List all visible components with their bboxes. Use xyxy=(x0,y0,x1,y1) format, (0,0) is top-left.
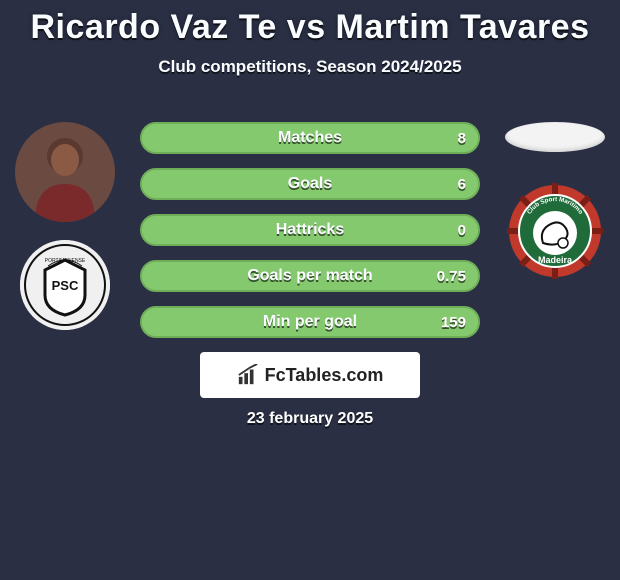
brand-text: FcTables.com xyxy=(265,365,384,386)
club-badge-icon: PSC Portimonense xyxy=(20,240,110,330)
stat-value-right: 0 xyxy=(458,222,466,239)
date-label: 23 february 2025 xyxy=(0,410,620,428)
stat-value-right: 8 xyxy=(458,130,466,147)
person-icon xyxy=(15,122,115,222)
subtitle: Club competitions, Season 2024/2025 xyxy=(0,57,620,77)
stat-label: Hattricks xyxy=(142,221,478,239)
club-right-text: Madeira xyxy=(538,255,573,265)
club-left-name: Portimonense xyxy=(45,258,86,264)
brand-badge[interactable]: FcTables.com xyxy=(200,352,420,398)
stat-value-right: 159 xyxy=(441,314,466,331)
stat-label: Min per goal xyxy=(142,313,478,331)
stat-value-right: 6 xyxy=(458,176,466,193)
stat-row: Hattricks0 xyxy=(140,214,480,246)
player-right-club-badge: Club Sport Maritimo Madeira xyxy=(505,182,605,292)
stat-label: Goals xyxy=(142,175,478,193)
stat-label: Goals per match xyxy=(142,267,478,285)
player-left-club-badge: PSC Portimonense xyxy=(20,240,110,330)
stat-label: Matches xyxy=(142,129,478,147)
svg-text:PSC: PSC xyxy=(52,278,79,293)
player-left-avatar xyxy=(15,122,115,222)
player-left-column: PSC Portimonense xyxy=(10,122,120,330)
stat-row: Min per goal159 xyxy=(140,306,480,338)
page-title: Ricardo Vaz Te vs Martim Tavares xyxy=(0,0,620,47)
stat-value-right: 0.75 xyxy=(437,268,466,285)
stat-row: Matches8 xyxy=(140,122,480,154)
player-right-avatar xyxy=(505,122,605,152)
chart-icon xyxy=(237,364,259,386)
player-right-column: Club Sport Maritimo Madeira xyxy=(500,122,610,292)
club-badge-icon: Club Sport Maritimo Madeira xyxy=(505,181,605,293)
stat-row: Goals per match0.75 xyxy=(140,260,480,292)
stat-row: Goals6 xyxy=(140,168,480,200)
stats-list: Matches8Goals6Hattricks0Goals per match0… xyxy=(140,122,480,352)
